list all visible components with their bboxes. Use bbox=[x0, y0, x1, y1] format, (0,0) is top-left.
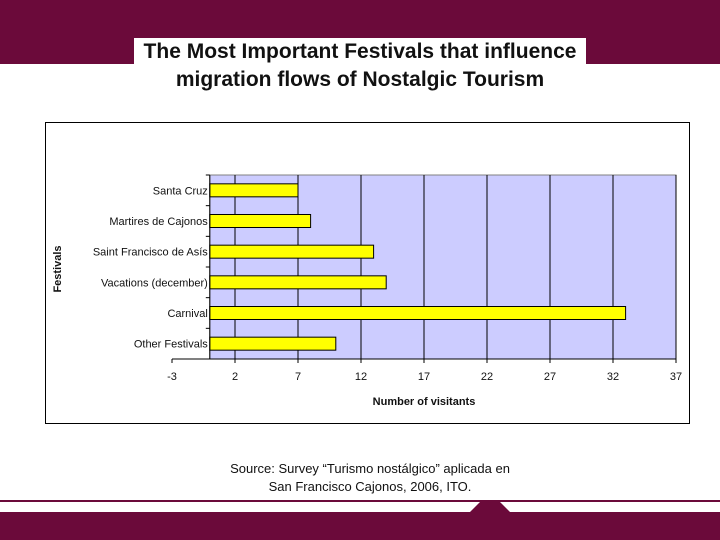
category-label: Other Festivals bbox=[134, 339, 208, 351]
category-label: Santa Cruz bbox=[153, 185, 208, 197]
category-label: Saint Francisco de Asís bbox=[93, 247, 208, 259]
y-axis-title: Festivals bbox=[52, 245, 64, 292]
slide-title: The Most Important Festivals that influe… bbox=[0, 38, 720, 94]
slide-title-text: The Most Important Festivals that influe… bbox=[133, 38, 587, 94]
bar bbox=[209, 183, 299, 198]
bar bbox=[209, 214, 312, 228]
bar bbox=[209, 275, 387, 290]
x-tick-label: -3 bbox=[167, 371, 177, 383]
x-tick-label: 22 bbox=[481, 371, 493, 383]
source-line-2: San Francisco Cajonos, 2006, ITO. bbox=[268, 479, 472, 494]
x-tick-label: 37 bbox=[670, 371, 682, 383]
bar-chart: Santa Cruz Martires de Cajonos Saint Franc… bbox=[52, 174, 682, 408]
x-tick-label: 7 bbox=[295, 371, 301, 383]
footer-notch bbox=[470, 502, 510, 512]
title-line-1: The Most Important Festivals that influe… bbox=[143, 40, 577, 63]
x-axis-title: Number of visitants bbox=[373, 396, 476, 408]
category-label: Carnival bbox=[167, 308, 207, 320]
source-note: Source: Survey “Turismo nostálgico” apli… bbox=[170, 460, 570, 496]
chart-frame: Santa Cruz Martires de Cajonos Saint Franc… bbox=[45, 122, 690, 424]
footer-band bbox=[0, 512, 720, 540]
plot-area bbox=[209, 174, 677, 360]
x-tick-label: 17 bbox=[418, 371, 430, 383]
category-label: Martires de Cajonos bbox=[109, 216, 208, 228]
x-tick-label: 2 bbox=[232, 371, 238, 383]
x-tick-label: 27 bbox=[544, 371, 556, 383]
x-tick-label: 32 bbox=[607, 371, 619, 383]
category-label: Vacations (december) bbox=[101, 277, 208, 289]
bar bbox=[209, 306, 627, 320]
bar bbox=[209, 336, 337, 351]
footer-line bbox=[0, 500, 720, 502]
x-tick-label: 12 bbox=[355, 371, 367, 383]
title-line-2: migration flows of Nostalgic Tourism bbox=[175, 68, 545, 91]
source-line-1: Source: Survey “Turismo nostálgico” apli… bbox=[230, 461, 510, 476]
bar bbox=[209, 244, 375, 259]
